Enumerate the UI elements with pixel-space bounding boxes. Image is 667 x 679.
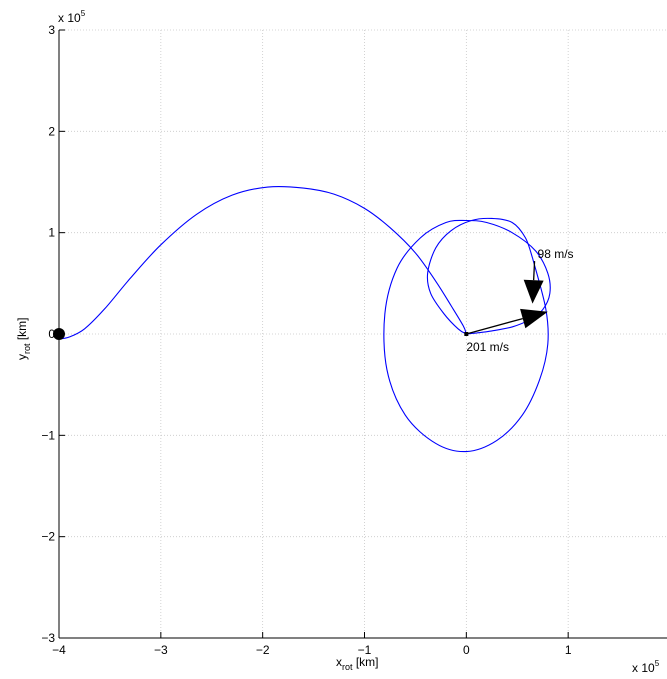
x-tick-label: 0 [463,643,470,657]
y-tick-label: 3 [48,23,55,37]
velocity-arrow-head [520,308,548,329]
x-tick-label: −4 [52,643,66,657]
x-tick-label: −2 [256,643,270,657]
y-axis-label-sub: rot [22,343,32,354]
trajectory-line [58,186,467,340]
y-tick-label: −2 [41,530,55,544]
velocity-label: 98 m/s [538,247,574,261]
trajectory-line [426,217,534,335]
y-axis-multiplier: x 105 [58,9,86,25]
x-tick-label: 1 [565,643,572,657]
y-axis-multiplier-exponent: 5 [81,9,86,18]
velocity-arrow-shaft [466,317,523,335]
x-tick-label: −3 [154,643,168,657]
x-axis-label-main: x [336,655,342,669]
x-axis-multiplier-base: x 10 [632,661,655,675]
y-axis-label: yrot [km] [15,317,32,360]
velocity-arrow-head [523,279,544,304]
y-axis-label-main: y [15,354,29,360]
y-tick-label: 2 [48,124,55,138]
x-axis-label: xrot [km] [336,655,379,672]
y-tick-label: −1 [41,428,55,442]
x-tick-label: −1 [358,643,372,657]
x-axis-multiplier-exponent: 5 [655,659,660,668]
y-axis-multiplier-base: x 10 [58,11,81,25]
x-axis-label-unit: [km] [353,655,379,669]
x-axis-multiplier: x 105 [632,659,660,675]
y-tick-label: −3 [41,631,55,645]
y-axis-label-unit: [km] [15,317,29,343]
y-tick-label: 1 [48,226,55,240]
x-axis-label-sub: rot [342,662,353,672]
velocity-arrow-shaft [532,261,536,281]
velocity-label: 201 m/s [466,340,509,354]
y-tick-label: 0 [48,327,55,341]
